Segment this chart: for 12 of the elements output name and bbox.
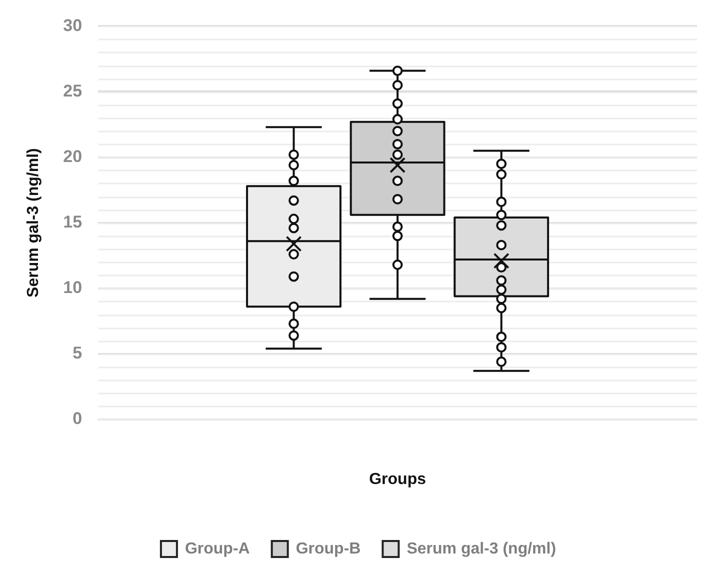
y-tick-label: 30 [63,16,82,35]
x-axis-title: Groups [369,470,426,488]
y-tick-label: 0 [72,409,82,428]
y-tick-label: 15 [63,212,82,232]
y-tick-label: 10 [63,278,82,298]
legend-label: Group-B [296,540,361,558]
y-tick-label: 20 [63,146,82,166]
y-tick-label: 5 [72,344,82,363]
legend-label: Serum gal-3 (ng/ml) [406,540,556,558]
y-tick-label: 25 [63,81,82,100]
legend-label: Group-A [184,540,250,558]
y-axis-title: Serum gal-3 (ng/ml) [25,148,42,298]
